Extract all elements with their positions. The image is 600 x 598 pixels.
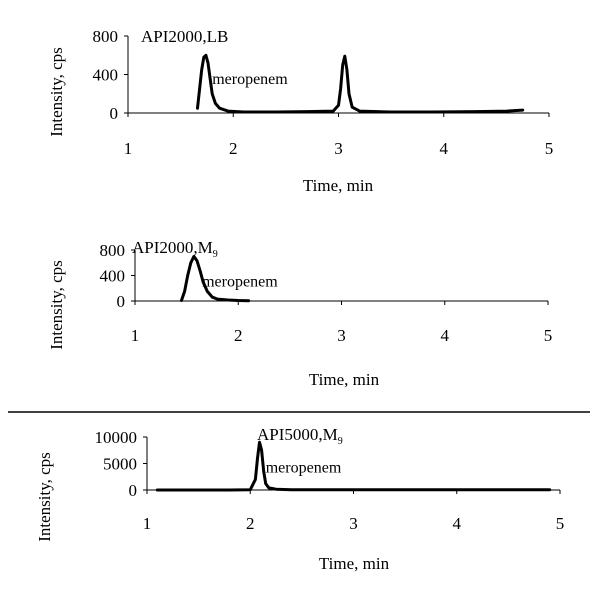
- chart-3-annotation: meropenem: [266, 460, 342, 477]
- chart-1-x-tick-label: 5: [545, 139, 554, 158]
- chart-1-x-tick-label: 4: [440, 139, 449, 158]
- chart-2-ylabel: Intensity, cps: [47, 260, 66, 350]
- chart-3-x-tick-label: 1: [143, 514, 152, 533]
- chart-2-x-tick-label: 1: [131, 326, 140, 345]
- chart-1-x-tick-label: 2: [229, 139, 238, 158]
- chart-2-y-tick-label: 400: [100, 267, 126, 286]
- chart-3-x-tick-label: 5: [556, 514, 565, 533]
- chart-2-x-tick-label: 5: [544, 326, 553, 345]
- chart-2-annotation: meropenem: [202, 273, 278, 290]
- chart-1-series-line: [196, 53, 525, 114]
- chart-1-xlabel: Time, min: [303, 176, 374, 195]
- chart-2-x-tick-label: 3: [337, 326, 346, 345]
- chart-2-y-tick-label: 0: [117, 292, 126, 311]
- chart-2-y-tick-label: 800: [100, 241, 126, 260]
- chart-1-ylabel: Intensity, cps: [47, 47, 66, 137]
- chart-3-y-tick-label: 5000: [103, 455, 137, 474]
- chart-1-y-tick-label: 0: [110, 104, 119, 123]
- chart-3-x-tick-label: 3: [349, 514, 358, 533]
- chart-panel-3: Intensity, cps Time, min API5000,M9 mero…: [35, 425, 564, 573]
- chart-3-title: API5000,M9: [257, 425, 343, 447]
- chart-2-x-tick-label: 4: [441, 326, 450, 345]
- chart-1-annotation: meropenem: [212, 71, 288, 88]
- chart-3-series-line: [155, 440, 552, 492]
- chart-3-ylabel: Intensity, cps: [35, 452, 54, 542]
- chart-3-xlabel: Time, min: [319, 554, 390, 573]
- chart-2-x-tick-label: 2: [234, 326, 243, 345]
- chart-panel-1: Intensity, cps Time, min API2000,LB mero…: [47, 27, 553, 195]
- chart-1-x-tick-label: 1: [124, 139, 133, 158]
- chart-panel-2: Intensity, cps Time, min API2000,M9 mero…: [47, 238, 552, 389]
- chart-1-title: API2000,LB: [141, 27, 228, 46]
- chart-2-series-line: [180, 254, 251, 303]
- chart-2-xlabel: Time, min: [309, 370, 380, 389]
- chart-3-x-tick-label: 2: [246, 514, 255, 533]
- chart-1-y-tick-label: 400: [93, 66, 119, 85]
- chart-3-x-tick-label: 4: [453, 514, 462, 533]
- chart-3-y-tick-label: 10000: [95, 428, 138, 447]
- chart-3-y-tick-label: 0: [129, 481, 138, 500]
- chart-2-title: API2000,M9: [132, 238, 218, 260]
- chart-1-x-tick-label: 3: [334, 139, 343, 158]
- chart-1-y-tick-label: 800: [93, 27, 119, 46]
